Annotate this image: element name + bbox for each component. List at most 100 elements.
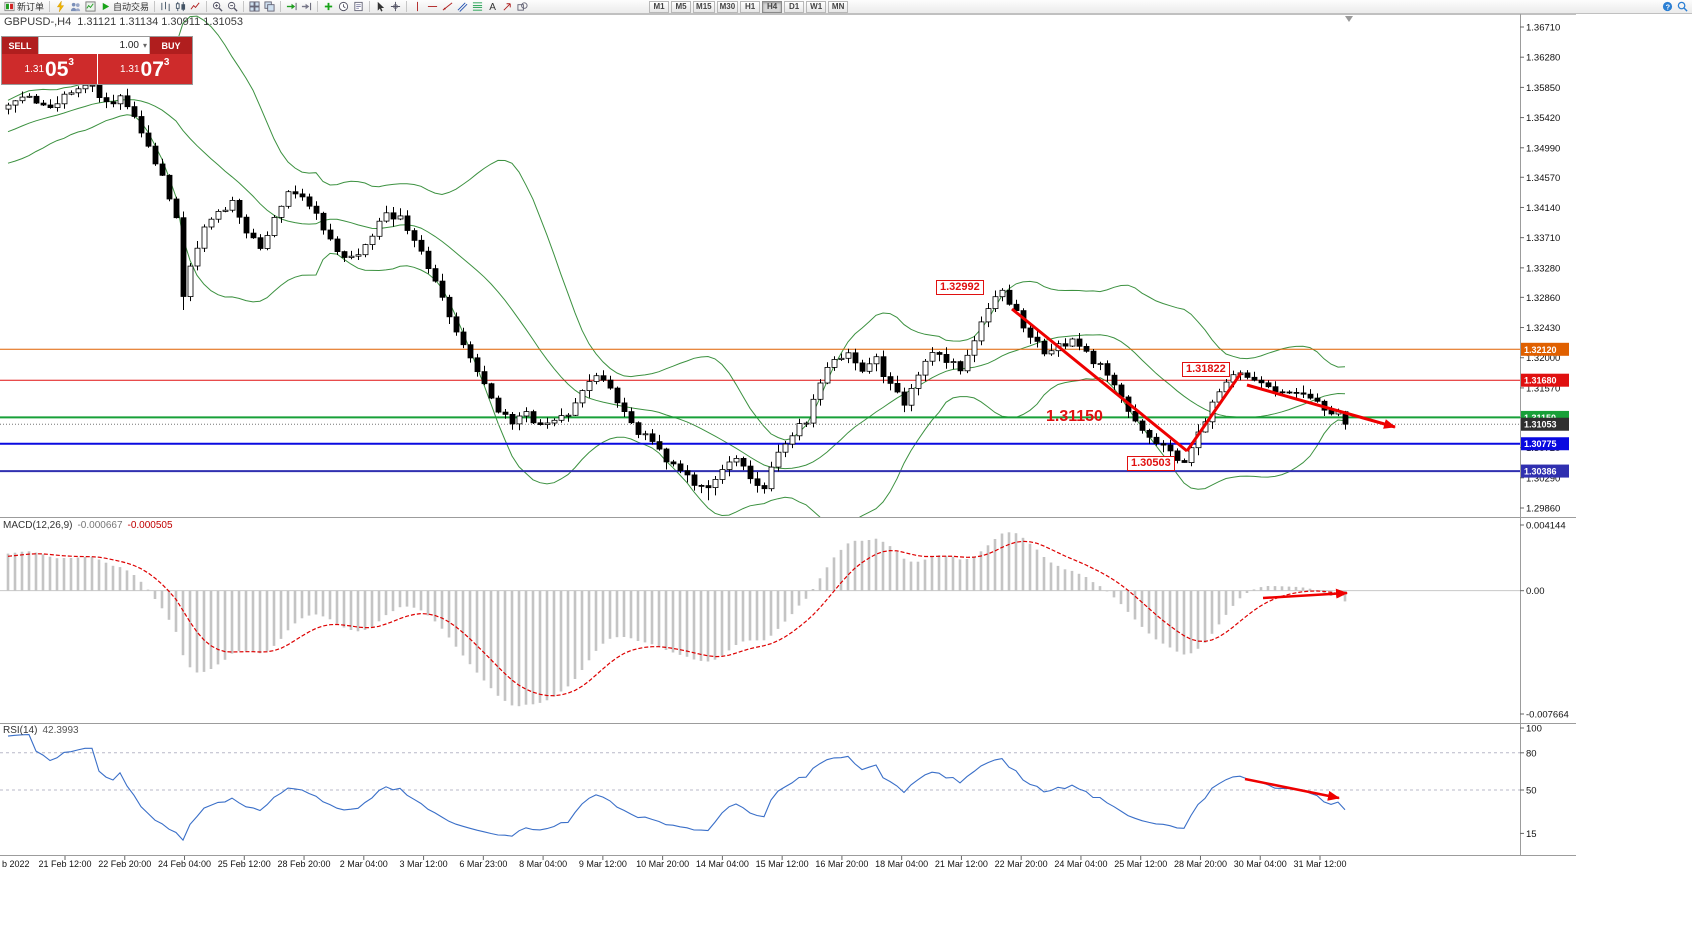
macd-histogram-bar (881, 541, 885, 591)
candle-body (355, 254, 362, 257)
macd-histogram-bar (937, 555, 941, 591)
market-watch-icon (85, 1, 96, 12)
timeframe-h4-button[interactable]: H4 (762, 0, 783, 13)
macd-histogram-bar (475, 590, 479, 673)
fibonacci-button[interactable] (470, 0, 485, 13)
trend-arrow[interactable] (1262, 588, 1348, 600)
macd-histogram-bar (608, 590, 612, 639)
tile-windows-button[interactable] (247, 0, 262, 13)
candle-body (446, 296, 453, 318)
time-axis-label: 18 Mar 04:00 (875, 859, 928, 869)
macd-histogram-bar (377, 590, 381, 622)
channel-button[interactable] (455, 0, 470, 13)
price-annotation-box[interactable]: 1.31822 (1182, 362, 1230, 377)
periods-button[interactable] (336, 0, 351, 13)
macd-histogram-bar (1203, 590, 1207, 643)
cascade-windows-button[interactable] (262, 0, 277, 13)
macd-histogram-bar (300, 590, 304, 619)
chart-shift-marker[interactable] (1345, 16, 1353, 22)
price-annotation-box[interactable]: 1.32992 (936, 280, 984, 295)
time-axis-label: 30 Mar 04:00 (1234, 859, 1287, 869)
candle-body (1132, 410, 1139, 422)
cursor-button[interactable] (373, 0, 388, 13)
bar-chart-button[interactable] (158, 0, 173, 13)
candlestick-button[interactable] (173, 0, 188, 13)
volume-field[interactable]: 1.00 ▾ (38, 37, 150, 54)
macd-histogram-bar (27, 551, 31, 591)
timeframe-m1-button[interactable]: M1 (649, 0, 670, 13)
volume-dropdown-icon[interactable]: ▾ (142, 41, 147, 50)
shapes-button[interactable] (515, 0, 530, 13)
chart-shift-button[interactable] (299, 0, 314, 13)
templates-button[interactable] (351, 0, 366, 13)
arrow-tool-button[interactable] (500, 0, 515, 13)
macd-histogram-bar (111, 565, 115, 591)
trendline-button[interactable] (440, 0, 455, 13)
macd-histogram-bar (6, 553, 10, 591)
time-axis: b 2022 21 Feb 12:00 22 Feb 20:00 24 Feb 04:… (2, 856, 1347, 869)
candle-body (824, 366, 831, 384)
sell-button[interactable]: SELL (2, 37, 38, 54)
profiles-button[interactable] (68, 0, 83, 13)
search-button[interactable] (1675, 0, 1690, 13)
macd-histogram-bar (216, 590, 220, 665)
toolbar-separator (280, 1, 282, 12)
macd-histogram-bar (1245, 590, 1249, 593)
text-tool-icon: A (489, 2, 496, 12)
price-axis-label: 1.32430 (1526, 323, 1560, 334)
price-tag-label: 1.30775 (1524, 439, 1557, 449)
lightning-button[interactable] (53, 0, 68, 13)
macd-histogram-bar (1210, 590, 1214, 634)
candle-body (54, 103, 61, 109)
timeframe-h1-button[interactable]: H1 (740, 0, 761, 13)
macd-histogram-bar (1224, 590, 1228, 615)
macd-histogram-bar (1042, 557, 1046, 591)
timeframe-m30-button[interactable]: M30 (716, 0, 739, 13)
buy-button[interactable]: BUY (150, 37, 192, 54)
candle-body (845, 352, 852, 359)
buy-price-button[interactable]: 1.31 07 3 (97, 54, 192, 84)
text-tool-button[interactable]: A (485, 0, 500, 13)
autotrading-button[interactable]: 自动交易 (98, 0, 151, 13)
market-watch-button[interactable] (83, 0, 98, 13)
trend-arrow[interactable] (1011, 307, 1188, 453)
candle-body (222, 209, 229, 212)
zoom-in-button[interactable] (210, 0, 225, 13)
macd-histogram-bar (622, 590, 626, 637)
macd-histogram-bar (951, 556, 955, 591)
line-chart-button[interactable] (188, 0, 203, 13)
macd-histogram-bar (804, 590, 808, 599)
new-order-button[interactable]: 新订单 (2, 0, 46, 13)
price-annotation-text[interactable]: 1.31150 (1046, 408, 1103, 425)
auto-scroll-button[interactable] (284, 0, 299, 13)
price-annotation-box[interactable]: 1.30503 (1127, 456, 1175, 471)
sell-price-button[interactable]: 1.31 05 3 (2, 54, 97, 84)
vertical-line-button[interactable] (410, 0, 425, 13)
candle-body (614, 387, 621, 404)
macd-histogram-bar (363, 590, 367, 630)
macd-histogram-bar (1168, 590, 1172, 648)
timeframe-d1-button[interactable]: D1 (784, 0, 805, 13)
price-tag-label: 1.31680 (1524, 376, 1557, 386)
trend-arrow[interactable] (1246, 383, 1396, 429)
trend-arrow[interactable] (1185, 372, 1243, 452)
timeframe-mn-button[interactable]: MN (828, 0, 849, 13)
time-axis-label: 16 Mar 20:00 (815, 859, 868, 869)
candle-body (852, 352, 859, 364)
zoom-out-button[interactable] (225, 0, 240, 13)
trend-arrow[interactable] (1244, 777, 1340, 801)
timeframe-w1-button[interactable]: W1 (806, 0, 827, 13)
macd-histogram-bar (1133, 590, 1137, 620)
timeframe-m5-button[interactable]: M5 (671, 0, 692, 13)
macd-histogram-bar (13, 552, 17, 591)
indicators-button[interactable] (321, 0, 336, 13)
macd-histogram-bar (230, 590, 234, 654)
price-axis-label: 1.33710 (1526, 233, 1560, 244)
macd-histogram-bar (538, 590, 542, 703)
horizontal-line-button[interactable] (425, 0, 440, 13)
macd-histogram-bar (545, 590, 549, 701)
help-button[interactable]: ? (1660, 0, 1675, 13)
timeframe-m15-button[interactable]: M15 (693, 0, 715, 13)
crosshair-button[interactable] (388, 0, 403, 13)
